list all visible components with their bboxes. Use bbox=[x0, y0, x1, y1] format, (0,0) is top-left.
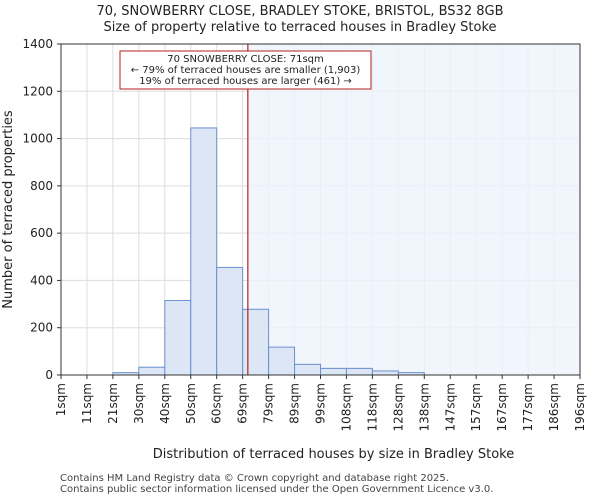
annotation-line2: ← 79% of terraced houses are smaller (1,… bbox=[131, 65, 361, 76]
x-tick-label: 167sqm bbox=[495, 383, 509, 431]
histogram-bar bbox=[268, 346, 296, 376]
x-tick-label: 138sqm bbox=[417, 383, 431, 431]
x-tick-label: 157sqm bbox=[469, 383, 483, 431]
bars-layer bbox=[112, 127, 425, 376]
histogram-bar bbox=[164, 300, 192, 376]
histogram-bar bbox=[345, 367, 373, 376]
histogram-bar bbox=[190, 127, 218, 376]
histogram-bar bbox=[371, 370, 399, 376]
annotation-box: 70 SNOWBERRY CLOSE: 71sqm ← 79% of terra… bbox=[119, 50, 372, 90]
x-tick-label: 50sqm bbox=[184, 383, 198, 424]
x-tick-label: 60sqm bbox=[210, 383, 224, 424]
x-tick-label: 147sqm bbox=[443, 383, 457, 431]
histogram-bar bbox=[138, 366, 166, 376]
x-tick-label: 1sqm bbox=[54, 383, 68, 416]
x-tick-label: 89sqm bbox=[288, 383, 302, 424]
chart-title-line2: Size of property relative to terraced ho… bbox=[103, 20, 497, 35]
histogram-bar bbox=[216, 266, 244, 376]
chart-title-line1: 70, SNOWBERRY CLOSE, BRADLEY STOKE, BRIS… bbox=[96, 4, 504, 19]
x-tick-label: 128sqm bbox=[391, 383, 405, 431]
x-tick-label: 196sqm bbox=[573, 383, 587, 431]
histogram-bar bbox=[242, 308, 270, 376]
y-tick-label: 0 bbox=[45, 368, 53, 382]
y-tick-label: 1200 bbox=[22, 84, 53, 98]
histogram-bar bbox=[294, 363, 321, 376]
histogram-bar bbox=[320, 367, 347, 376]
y-tick-label: 400 bbox=[30, 273, 53, 287]
annotation-border bbox=[119, 50, 372, 90]
footer-line1: Contains HM Land Registry data © Crown c… bbox=[60, 473, 449, 484]
x-tick-label: 11sqm bbox=[80, 383, 94, 424]
x-tick-label: 177sqm bbox=[521, 383, 535, 431]
x-tick-label: 21sqm bbox=[106, 383, 120, 424]
annotation-line3: 19% of terraced houses are larger (461) … bbox=[139, 76, 352, 87]
x-tick-label: 118sqm bbox=[365, 383, 379, 431]
y-tick-label: 600 bbox=[30, 226, 53, 240]
x-tick-label: 69sqm bbox=[236, 383, 250, 424]
footer-line2: Contains public sector information licen… bbox=[60, 484, 494, 495]
x-axis-label: Distribution of terraced houses by size … bbox=[153, 447, 514, 462]
x-tick-label: 30sqm bbox=[132, 383, 146, 424]
y-axis-label: Number of terraced properties bbox=[1, 110, 16, 309]
x-tick-labels: 1sqm 11sqm 21sqm 30sqm 40sqm 50sqm 60sqm 69sqm 7… bbox=[54, 375, 587, 431]
y-tick-label: 800 bbox=[30, 179, 53, 193]
y-tick-label: 1400 bbox=[22, 37, 53, 51]
x-tick-label: 186sqm bbox=[547, 383, 561, 431]
x-tick-label: 99sqm bbox=[314, 383, 328, 424]
annotation-line1: 70 SNOWBERRY CLOSE: 71sqm bbox=[167, 54, 324, 65]
x-tick-label: 40sqm bbox=[158, 383, 172, 424]
x-tick-label: 79sqm bbox=[262, 383, 276, 424]
y-tick-label: 1000 bbox=[22, 132, 53, 146]
highlight-region bbox=[247, 44, 580, 375]
y-tick-labels: 0 200 400 600 800 1000 1200 1400 bbox=[22, 37, 61, 382]
x-tick-label: 108sqm bbox=[339, 383, 353, 431]
y-tick-label: 200 bbox=[30, 321, 53, 335]
